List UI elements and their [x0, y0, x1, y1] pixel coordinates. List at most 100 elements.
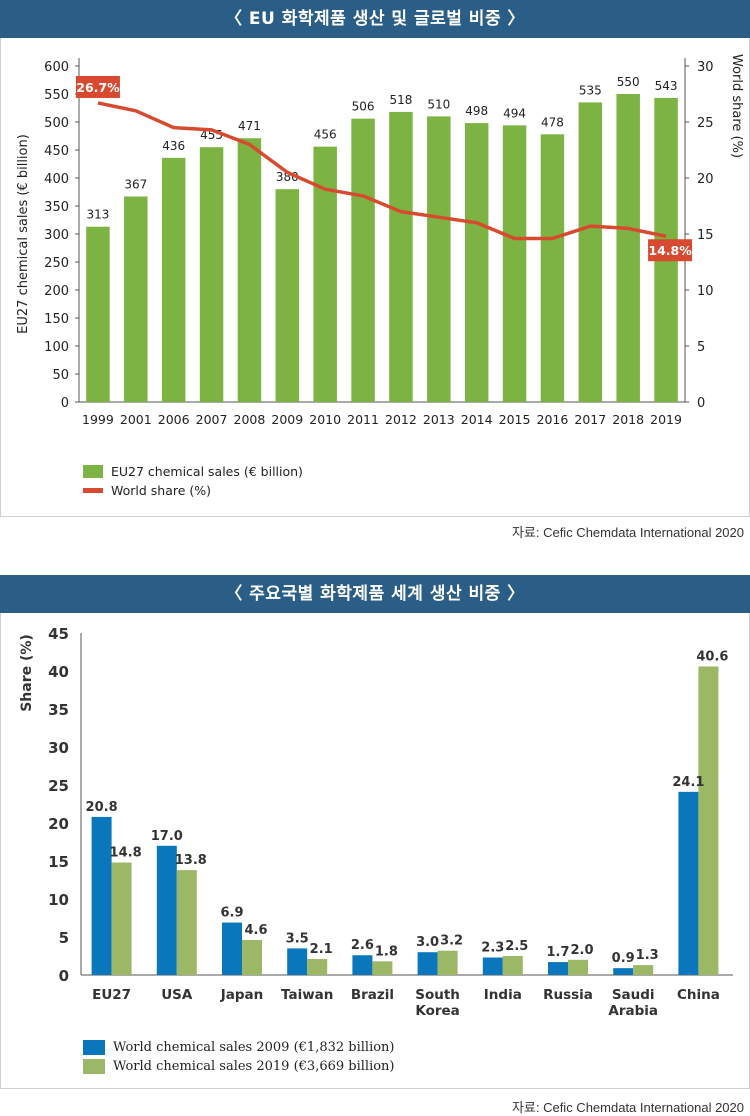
world-share-line	[97, 101, 667, 241]
eu-chemical-panel: 〈 EU 화학제품 생산 및 글로벌 비중 〉 0 50 100 150 200 250 3…	[0, 0, 750, 545]
sales-bar-label: 518	[389, 93, 412, 107]
legend-label-sales: EU27 chemical sales (€ billion)	[111, 464, 303, 479]
x-tick-label: Japan	[220, 987, 264, 1003]
sales-bar-label: 506	[352, 100, 375, 114]
y-tick-label: 600	[44, 60, 69, 75]
bar-2019-label: 13.8	[175, 853, 207, 868]
x-tick-label: 2012	[385, 412, 417, 427]
y-tick-label: 50	[52, 368, 69, 383]
y2-tick-label: 0	[697, 396, 705, 411]
sales-bar-label: 471	[238, 119, 261, 133]
legend-item-2019: World chemical sales 2019 (€3,669 billio…	[83, 1057, 395, 1076]
bar-2009	[352, 955, 373, 975]
sales-bar-label: 510	[427, 97, 450, 111]
sales-bar	[199, 147, 224, 402]
bar-2009-label: 17.0	[151, 829, 183, 844]
y-tick-label: 30	[48, 739, 69, 757]
eu-chart-legend: EU27 chemical sales (€ billion) World sh…	[83, 462, 303, 500]
bar-2019-label: 2.5	[505, 939, 528, 954]
y2-tick-label: 15	[697, 228, 714, 243]
y-tick-label: 35	[48, 701, 69, 719]
y2-tick-label: 5	[697, 340, 705, 355]
x-tick-label: 2018	[612, 412, 644, 427]
legend-swatch-share	[83, 488, 103, 493]
x-tick-label: 2017	[574, 412, 606, 427]
y2-tick-label: 25	[697, 116, 714, 131]
sales-bar	[124, 196, 148, 402]
y-tick-label: 25	[48, 777, 69, 795]
bar-2019	[437, 950, 458, 975]
x-tick-label: EU27	[92, 987, 131, 1003]
legend-item-sales: EU27 chemical sales (€ billion)	[83, 462, 303, 481]
y-tick-label: 500	[44, 116, 69, 131]
x-tick-label: 2009	[271, 412, 303, 427]
y2-tick-label: 20	[697, 172, 714, 187]
x-tick-label: 2013	[423, 412, 455, 427]
x-tick-label: Arabia	[608, 1003, 658, 1019]
bar-2019-label: 3.2	[440, 934, 463, 949]
sales-bar-label: 436	[162, 139, 185, 153]
bar-2009-label: 0.9	[612, 951, 635, 966]
sales-bar	[275, 189, 300, 402]
sales-bar	[86, 226, 110, 402]
bar-2019	[372, 961, 393, 975]
eu-chart-source: 자료: Cefic Chemdata International 2020	[511, 525, 744, 540]
sales-bar-label: 313	[86, 208, 109, 222]
x-tick-label: South	[415, 987, 460, 1003]
x-tick-label: 2010	[309, 412, 341, 427]
bar-2009	[417, 952, 438, 975]
bar-2009	[287, 948, 308, 975]
x-tick-label: 2006	[158, 412, 190, 427]
y-tick-label: 150	[44, 312, 69, 327]
bar-2009	[156, 845, 177, 975]
bar-2019-label: 40.6	[696, 649, 728, 664]
bar-2019	[176, 870, 197, 975]
legend-swatch-2009	[83, 1040, 105, 1055]
sales-bar	[161, 157, 186, 402]
y-tick-label: 5	[59, 929, 69, 947]
eu-sales-chart: 0501001502002503003504004505005506000510…	[16, 54, 744, 427]
country-chart-box: 0 5 10 15 20 25 30 35 40 45 Share (%) 20.8 14.8 EU27 1…	[0, 613, 750, 1089]
sales-bar-label: 367	[124, 177, 147, 191]
bar-2019	[698, 666, 719, 975]
bar-2009	[613, 968, 634, 975]
country-chart-header: 〈 주요국별 화학제품 세계 생산 비중 〉	[0, 575, 750, 613]
y-tick-label: 300	[44, 228, 69, 243]
y-tick-label: 200	[44, 284, 69, 299]
sales-bar-label: 494	[503, 106, 526, 120]
x-tick-label: Brazil	[351, 987, 394, 1003]
y2-tick-label: 30	[697, 60, 714, 75]
sales-bar-label: 543	[655, 79, 678, 93]
legend-label-share: World share (%)	[111, 483, 212, 498]
x-tick-label: India	[484, 987, 522, 1003]
y-tick-label: 10	[48, 891, 69, 909]
y-tick-label: 45	[48, 625, 69, 643]
x-tick-label: 2007	[196, 412, 228, 427]
bar-2019	[633, 965, 654, 975]
x-tick-label: 2001	[120, 412, 152, 427]
x-tick-label: 2008	[234, 412, 266, 427]
y-tick-label: 250	[44, 256, 69, 271]
eu-chart-box: 0 50 100 150 200 250 300 350 400 450 500 550 600 0 5 10…	[0, 38, 750, 517]
bar-2019	[568, 959, 588, 975]
share-annotation-label: 26.7%	[76, 80, 120, 95]
sales-bar-label: 478	[541, 115, 564, 129]
sales-bar	[464, 123, 489, 403]
y-tick-label: 100	[44, 340, 69, 355]
bar-2019	[502, 956, 523, 975]
y2-tick-label: 10	[697, 284, 714, 299]
legend-item-share: World share (%)	[83, 481, 303, 500]
sales-bar	[427, 116, 451, 403]
share-annotation-badge	[648, 239, 693, 262]
x-tick-label: Saudi	[612, 987, 655, 1003]
x-tick-label: 2014	[461, 412, 493, 427]
x-tick-label: Russia	[543, 987, 593, 1003]
country-share-chart: 0 5 10 15 20 25 30 35 40 45 Share (%) 20.8 14.8 EU27 1…	[19, 625, 733, 1019]
sales-bar-label: 535	[579, 83, 602, 97]
sales-bar	[313, 146, 337, 402]
bar-2009	[222, 922, 242, 975]
y2-axis-title: World share (%)	[729, 54, 744, 158]
sales-bar	[351, 118, 375, 402]
x-tick-label: 2011	[347, 412, 379, 427]
bar-2009-label: 3.0	[416, 935, 439, 950]
